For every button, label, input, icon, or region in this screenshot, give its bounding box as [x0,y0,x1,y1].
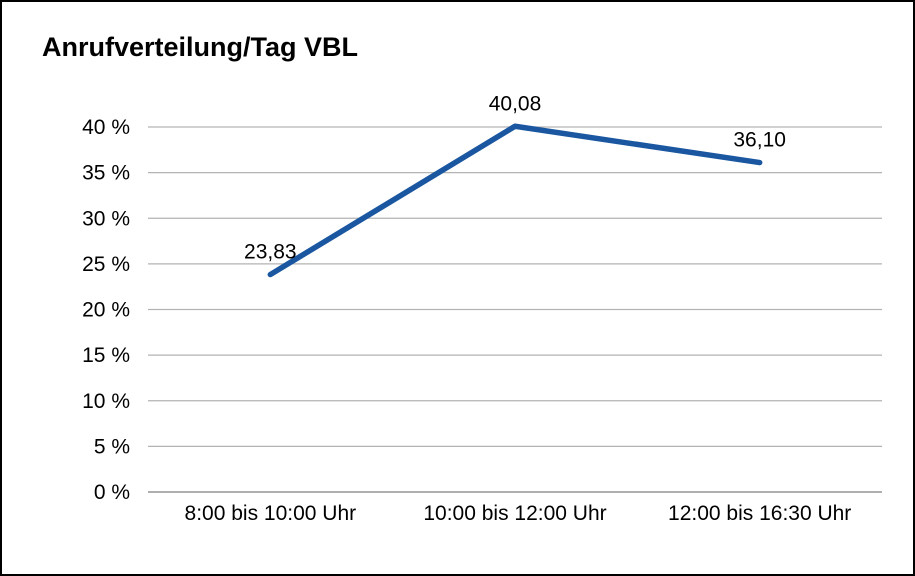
x-axis-category-label: 10:00 bis 12:00 Uhr [423,502,606,525]
x-axis-category-label: 8:00 bis 10:00 Uhr [185,502,357,525]
y-axis-tick-label: 20 % [82,299,130,322]
y-axis-tick-label: 30 % [82,207,130,230]
data-series-line [267,123,763,278]
data-point-label: 40,08 [489,92,542,115]
y-axis-tick-label: 35 % [82,162,130,185]
y-axis-tick-label: 25 % [82,253,130,276]
y-axis-tick-label: 10 % [82,390,130,413]
y-axis-tick-label: 40 % [82,116,130,139]
data-point-label: 23,83 [244,241,297,264]
data-point-label: 36,10 [733,129,786,152]
y-axis-tick-label: 5 % [94,435,130,458]
x-axis-category-label: 12:00 bis 16:30 Uhr [668,502,851,525]
y-axis-tick-label: 0 % [94,481,130,504]
y-axis-tick-label: 15 % [82,344,130,367]
chart-title: Anrufverteilung/Tag VBL [42,32,359,62]
